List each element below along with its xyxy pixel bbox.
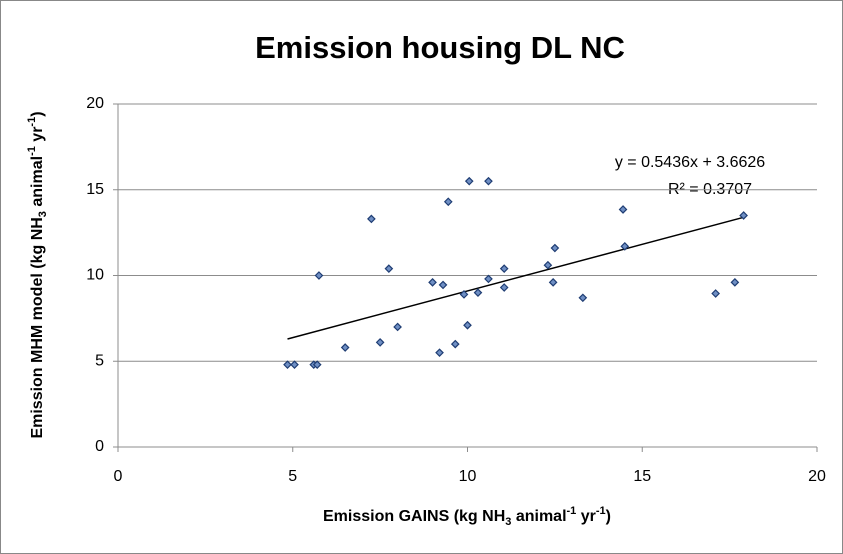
x-tick-label: 0 — [114, 468, 123, 485]
scatter-point — [618, 205, 628, 214]
scatter-point — [290, 360, 299, 370]
scatter-point — [499, 283, 509, 292]
scatter-point — [578, 293, 588, 303]
label-part: yr — [576, 508, 596, 525]
y-tick-label: 0 — [95, 438, 104, 455]
scatter-point — [435, 348, 444, 358]
x-tick-label: 15 — [633, 468, 651, 485]
scatter-point — [375, 338, 385, 347]
scatter-point — [438, 280, 448, 290]
scatter-point — [548, 278, 558, 287]
label-part: 3 — [505, 516, 511, 528]
y-axis-label: Emission MHM model (kg NH3 animal-1 yr-1… — [26, 111, 49, 438]
scatter-point — [443, 197, 453, 207]
scatter-point — [499, 264, 509, 273]
scatter-point — [340, 343, 350, 352]
scatter-point — [711, 289, 720, 298]
scatter-point — [428, 278, 437, 287]
y-tick-label: 5 — [95, 352, 104, 369]
y-tick-label: 20 — [86, 95, 104, 112]
label-part: animal — [511, 508, 566, 525]
label-part: Emission MHM model (kg NH — [29, 217, 46, 438]
scatter-point — [459, 290, 469, 299]
x-axis-label: Emission GAINS (kg NH3 animal-1 yr-1) — [323, 505, 611, 528]
y-tick-label: 10 — [86, 267, 104, 284]
label-part: -1 — [567, 505, 577, 517]
scatter-point — [484, 176, 493, 186]
scatter-point — [550, 243, 560, 253]
label-part: -1 — [26, 146, 38, 156]
scatter-point — [283, 360, 292, 370]
scatter-point — [393, 322, 402, 332]
label-part: ) — [29, 111, 46, 116]
scatter-point — [312, 360, 322, 370]
trend-equation: y = 0.5436x + 3.6626 — [615, 154, 765, 171]
label-part: -1 — [26, 117, 38, 127]
scatter-point — [450, 339, 460, 349]
chart-title: Emission housing DL NC — [255, 30, 625, 65]
scatter-point — [463, 320, 472, 330]
scatter-point — [367, 214, 376, 224]
label-part: ) — [606, 508, 611, 525]
scatter-point — [464, 176, 474, 186]
scatter-point — [473, 288, 483, 297]
scatter-point — [543, 260, 553, 270]
label-part: animal — [29, 156, 46, 211]
label-part: Emission GAINS (kg NH — [323, 508, 505, 525]
label-part: 3 — [37, 211, 49, 217]
scatter-point — [314, 271, 324, 280]
trendline — [287, 216, 744, 340]
y-tick-label: 15 — [86, 181, 104, 198]
scatter-point — [484, 274, 493, 284]
label-part: yr — [29, 127, 46, 147]
x-tick-label: 10 — [459, 468, 477, 485]
scatter-point — [739, 211, 748, 220]
scatter-point — [384, 264, 394, 273]
x-tick-label: 20 — [808, 468, 826, 485]
scatter-point — [620, 241, 630, 251]
scatter-point — [730, 278, 740, 287]
label-part: -1 — [596, 505, 606, 517]
x-tick-label: 5 — [288, 468, 297, 485]
